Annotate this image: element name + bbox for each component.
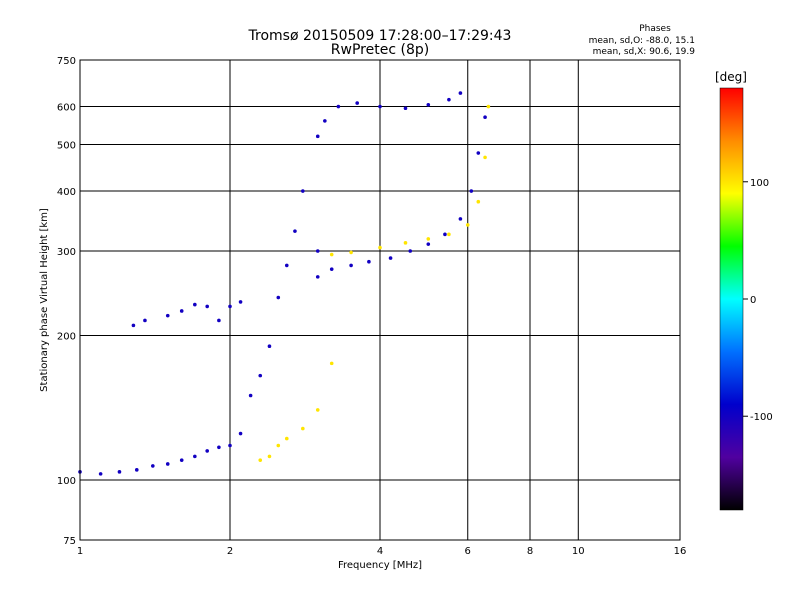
trace-point — [193, 302, 197, 307]
colorbar-tick-label: -100 — [750, 412, 773, 423]
trace-point — [276, 443, 281, 448]
trace-point — [426, 102, 431, 107]
trace-point — [179, 458, 184, 462]
trace-point — [205, 304, 209, 309]
x-axis-label: Frequency [MHz] — [338, 560, 422, 571]
trace-point — [469, 189, 474, 193]
plot-frame — [79, 59, 681, 541]
trace-point — [131, 323, 136, 328]
trace-point — [329, 361, 334, 366]
trace-point — [426, 242, 431, 246]
trace-point — [329, 252, 334, 257]
trace-point — [426, 237, 431, 241]
trace-point — [483, 115, 487, 120]
trace-point — [117, 470, 122, 474]
trace-point — [486, 104, 491, 109]
trace-point — [349, 263, 353, 268]
trace-point — [258, 458, 263, 462]
y-tick-label: 75 — [63, 536, 76, 547]
chart-subtitle: RwPretec (8p) — [331, 42, 429, 58]
trace-point — [443, 232, 447, 237]
trace-point — [483, 155, 487, 160]
trace-point — [98, 472, 103, 476]
trace-point — [408, 249, 413, 253]
trace-point — [205, 449, 209, 453]
colorbar — [719, 87, 744, 511]
trace-point — [276, 295, 281, 300]
trace-point — [315, 275, 320, 279]
stats-x-line: mean, sd,X: 90.6, 19.9 — [593, 47, 696, 57]
trace-point — [284, 263, 289, 268]
y-tick-label: 750 — [57, 56, 76, 67]
trace-point — [388, 256, 393, 260]
x-tick-label: 6 — [465, 546, 471, 557]
trace-point — [228, 304, 232, 309]
trace-point — [447, 97, 451, 102]
trace-point — [193, 454, 197, 459]
x-tick-label: 4 — [377, 546, 383, 557]
trace-point — [267, 344, 272, 349]
colorbar-tick-label: 0 — [750, 295, 756, 306]
y-tick-label: 200 — [57, 332, 76, 343]
y-tick-label: 500 — [57, 141, 76, 152]
trace-point — [378, 104, 382, 109]
trace-point — [315, 134, 320, 139]
stats-o-line: mean, sd,O: -88.0, 15.1 — [589, 36, 695, 46]
trace-point — [293, 229, 297, 233]
trace-point — [284, 436, 289, 441]
y-tick-label: 300 — [57, 247, 76, 258]
colorbar-ticks: 100 0 -100 — [743, 178, 773, 423]
trace-point — [403, 241, 408, 245]
trace-point — [228, 443, 232, 448]
chart-title: Tromsø 20150509 17:28:00–17:29:43 — [248, 28, 512, 44]
trace-point — [165, 462, 170, 466]
trace-point — [378, 245, 382, 250]
trace-point — [165, 313, 170, 318]
trace-point — [267, 454, 272, 459]
trace-point — [465, 223, 470, 227]
scatter-layer — [78, 91, 491, 476]
trace-point — [458, 217, 463, 221]
trace-point — [367, 259, 371, 264]
x-tick-label: 16 — [674, 546, 687, 557]
x-tick-label: 2 — [227, 546, 233, 557]
trace-point — [143, 318, 147, 323]
trace-point — [349, 250, 353, 255]
trace-point — [248, 393, 253, 398]
trace-point — [458, 91, 463, 95]
trace-point — [217, 445, 221, 450]
trace-point — [301, 189, 305, 193]
trace-point — [179, 309, 184, 313]
trace-point — [447, 232, 451, 237]
trace-point — [238, 431, 243, 436]
y-axis-ticks: 75 100 200 300 400 500 600 750 — [57, 56, 76, 547]
trace-point — [476, 199, 481, 204]
x-tick-label: 1 — [77, 546, 83, 557]
trace-point — [217, 318, 221, 323]
trace-point — [301, 426, 305, 431]
colorbar-tick-label: 100 — [750, 178, 769, 189]
y-tick-label: 400 — [57, 187, 76, 198]
colorbar-label: [deg] — [715, 70, 747, 84]
trace-point — [403, 106, 408, 111]
trace-point — [476, 151, 481, 155]
y-tick-label: 600 — [57, 103, 76, 114]
trace-point — [134, 468, 139, 472]
trace-point — [258, 373, 263, 378]
trace-point — [336, 104, 341, 109]
trace-point — [355, 101, 359, 105]
trace-point — [329, 267, 334, 271]
trace-point — [315, 408, 320, 412]
trace-point — [323, 119, 327, 123]
x-tick-label: 10 — [572, 546, 585, 557]
x-axis-ticks: 1 2 4 6 8 10 16 — [77, 546, 687, 557]
y-tick-label: 100 — [57, 476, 76, 487]
trace-point — [315, 249, 320, 253]
stats-heading: Phases — [639, 24, 671, 34]
trace-point — [151, 464, 155, 468]
trace-point — [238, 300, 243, 304]
x-tick-label: 8 — [527, 546, 533, 557]
y-axis-label: Stationary phase Virtual Height [km] — [39, 208, 50, 392]
